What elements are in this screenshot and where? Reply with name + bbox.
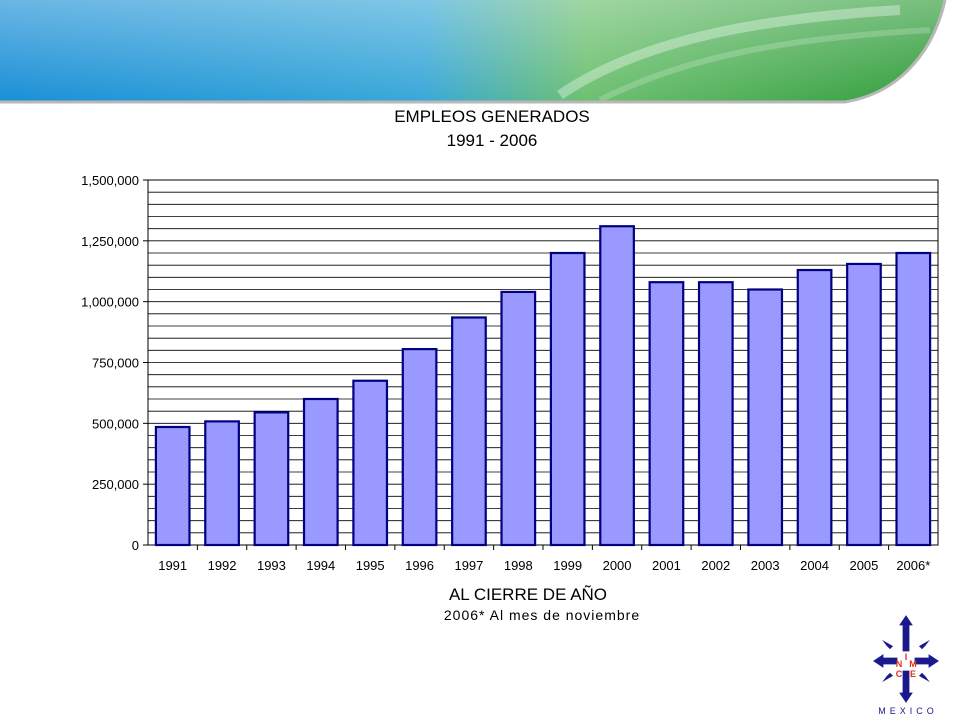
chart-title: EMPLEOS GENERADOS xyxy=(394,107,590,126)
bar-2004 xyxy=(796,268,833,547)
x-tick-label: 2005 xyxy=(849,558,878,573)
y-tick-label: 0 xyxy=(132,538,139,553)
bar-1992 xyxy=(204,420,240,547)
x-tick-label: 1996 xyxy=(405,558,434,573)
y-tick-label: 750,000 xyxy=(92,356,139,371)
logo-letter-m: M xyxy=(909,659,917,669)
bar-1998 xyxy=(500,290,537,547)
x-tick-label: 1995 xyxy=(356,558,385,573)
bar-1995 xyxy=(352,379,389,547)
bar-1991 xyxy=(154,425,191,547)
x-tick-label: 1994 xyxy=(306,558,335,573)
x-tick-label: 2003 xyxy=(751,558,780,573)
logo-letter-i: I xyxy=(905,652,908,662)
x-axis-ticks: 1991 1992 1993 1994 1995 1996 1997 1998 1999 2000… xyxy=(158,545,930,573)
y-axis-ticks: 0 250,000 500,000 750,000 1,000,000 1,250,000… xyxy=(81,173,148,553)
bars xyxy=(154,225,932,547)
x-tick-label: 2000 xyxy=(603,558,632,573)
x-axis-label: AL CIERRE DE AÑO xyxy=(449,585,607,604)
bar-2005 xyxy=(846,262,882,547)
bar-1993 xyxy=(253,411,290,547)
y-tick-label: 1,250,000 xyxy=(81,234,139,249)
bar-2000 xyxy=(599,225,635,547)
bar-1996 xyxy=(401,348,438,547)
x-tick-label: 1998 xyxy=(504,558,533,573)
bar-2006* xyxy=(895,251,932,547)
x-tick-label: 1999 xyxy=(553,558,582,573)
logo-word: MEXICO xyxy=(878,706,938,716)
x-tick-label: 1992 xyxy=(208,558,237,573)
x-axis-note: 2006* Al mes de noviembre xyxy=(444,607,640,623)
y-tick-label: 250,000 xyxy=(92,477,139,492)
header-banner xyxy=(0,0,960,110)
chart-subtitle: 1991 - 2006 xyxy=(447,131,538,150)
bar-1994 xyxy=(302,397,339,547)
logo-letter-c: C xyxy=(896,669,903,679)
x-tick-label: 1997 xyxy=(454,558,483,573)
y-tick-label: 1,500,000 xyxy=(81,173,139,188)
y-tick-label: 500,000 xyxy=(92,416,139,431)
bar-2002 xyxy=(697,281,734,547)
imce-logo: I N M C E MEXICO xyxy=(870,612,942,716)
bar-1999 xyxy=(549,251,586,547)
x-tick-label: 1991 xyxy=(158,558,187,573)
bar-2001 xyxy=(648,281,685,547)
x-tick-label: 2006* xyxy=(896,558,930,573)
x-tick-label: 2001 xyxy=(652,558,681,573)
logo-letter-e: E xyxy=(910,669,916,679)
y-tick-label: 1,000,000 xyxy=(81,295,139,310)
bar-2003 xyxy=(747,288,784,547)
bar-1997 xyxy=(451,316,487,547)
x-tick-label: 2002 xyxy=(701,558,730,573)
x-tick-label: 2004 xyxy=(800,558,829,573)
x-tick-label: 1993 xyxy=(257,558,286,573)
logo-letter-n: N xyxy=(896,659,903,669)
